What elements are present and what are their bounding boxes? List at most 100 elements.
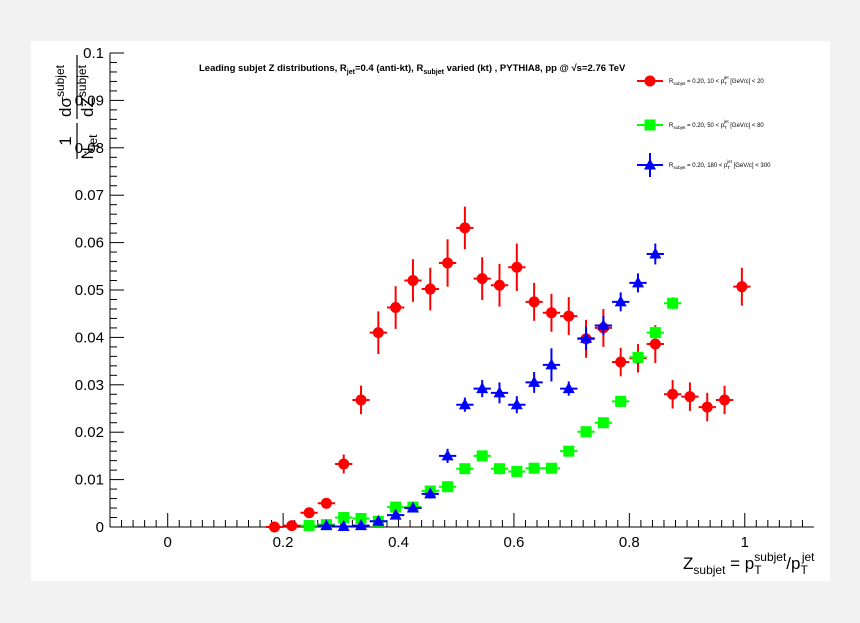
data-point <box>438 481 457 493</box>
data-marker-circle <box>615 356 627 368</box>
data-marker-triangle <box>389 508 402 520</box>
data-point <box>490 463 509 475</box>
data-point <box>490 263 509 307</box>
y-tick-label: 0 <box>96 519 104 536</box>
data-marker-triangle <box>597 319 610 331</box>
data-marker-triangle <box>493 386 506 398</box>
data-point <box>404 501 422 513</box>
data-marker-triangle <box>441 449 454 461</box>
data-point <box>663 380 682 409</box>
data-marker-circle <box>407 275 419 287</box>
data-point <box>629 351 647 363</box>
y-tick-label: 0.1 <box>83 45 104 62</box>
data-marker-triangle <box>545 358 558 370</box>
data-marker-circle <box>736 281 748 293</box>
data-point <box>681 382 699 411</box>
data-point <box>317 519 336 531</box>
data-marker-circle <box>563 310 575 322</box>
chart-title: Leading subjet Z distributions, Rjet=0.4… <box>199 63 626 76</box>
data-point <box>525 462 543 474</box>
data-marker-square <box>511 466 523 478</box>
data-marker-triangle <box>562 382 575 394</box>
data-marker-circle <box>684 391 696 403</box>
data-marker-square <box>390 501 402 513</box>
data-point <box>612 347 630 377</box>
data-point <box>369 311 387 354</box>
x-tick-label: 0 <box>164 534 172 551</box>
data-point <box>508 396 526 414</box>
data-point <box>715 385 734 415</box>
data-point <box>265 521 284 533</box>
x-tick-label: 0.4 <box>388 534 409 551</box>
plot-canvas: Leading subjet Z distributions, Rjet=0.4… <box>31 41 830 581</box>
series-3 <box>317 243 664 532</box>
data-point <box>490 382 509 404</box>
data-marker-square <box>597 417 609 429</box>
data-point <box>560 381 578 396</box>
data-marker-circle <box>459 222 471 234</box>
data-point <box>560 297 578 336</box>
data-marker-square <box>442 481 454 493</box>
data-marker-square <box>355 512 367 524</box>
y-tick-label: 0.06 <box>75 235 104 252</box>
data-marker-triangle <box>632 276 644 288</box>
data-point <box>525 372 543 393</box>
data-point <box>594 417 613 429</box>
data-marker-circle <box>442 257 454 269</box>
data-point <box>456 206 474 250</box>
series-1 <box>265 206 751 533</box>
y-tick-label: 0.07 <box>75 187 104 204</box>
data-point <box>508 243 526 291</box>
x-tick-label: 0.2 <box>273 534 294 551</box>
data-point <box>646 243 664 265</box>
y-tick-label: 0.09 <box>75 92 104 109</box>
data-point <box>577 326 595 351</box>
svg-text:dσsubjet: dσsubjet <box>53 64 75 117</box>
data-marker-circle <box>494 279 506 291</box>
data-point <box>473 450 491 462</box>
data-point <box>612 292 630 312</box>
data-point <box>317 497 336 509</box>
data-marker-square <box>644 119 656 131</box>
x-tick-label: 0.6 <box>504 534 525 551</box>
data-marker-circle <box>286 520 298 532</box>
data-marker-circle <box>424 283 436 295</box>
data-point <box>421 487 439 499</box>
data-marker-circle <box>528 296 540 308</box>
data-marker-circle <box>719 394 731 406</box>
data-point <box>404 259 422 302</box>
data-marker-square <box>476 450 488 462</box>
y-tick-label: 0.01 <box>75 472 104 489</box>
data-point <box>438 239 457 287</box>
data-marker-square <box>459 463 471 475</box>
data-marker-triangle <box>424 487 437 499</box>
data-point <box>283 520 301 532</box>
data-point <box>473 380 491 398</box>
x-tick-label: 0.8 <box>619 534 640 551</box>
chart-svg: Leading subjet Z distributions, Rjet=0.4… <box>53 45 815 577</box>
data-point <box>386 508 405 520</box>
data-marker-circle <box>644 75 656 87</box>
data-point <box>300 520 318 532</box>
data-point <box>300 507 318 519</box>
data-point <box>456 397 474 412</box>
data-point <box>456 463 474 475</box>
data-marker-circle <box>511 261 523 273</box>
data-marker-triangle <box>372 514 385 526</box>
legend-label: Rsubjet = 0.20, 50 < pTjet [GeV/c] < 80 <box>669 119 764 130</box>
data-point <box>646 326 664 339</box>
data-marker-square <box>528 462 540 474</box>
data-point <box>663 297 682 310</box>
data-point <box>352 519 370 531</box>
data-point <box>525 282 543 321</box>
data-marker-square <box>494 463 506 475</box>
y-tick-label: 0.08 <box>75 140 104 157</box>
y-tick-label: 0.02 <box>75 424 104 441</box>
data-marker-triangle <box>458 398 471 410</box>
data-point <box>421 267 439 311</box>
y-tick-label: 0.04 <box>75 329 104 346</box>
data-marker-triangle <box>320 519 333 531</box>
data-marker-square <box>632 351 644 363</box>
data-point <box>508 466 526 478</box>
data-marker-triangle <box>355 519 368 531</box>
